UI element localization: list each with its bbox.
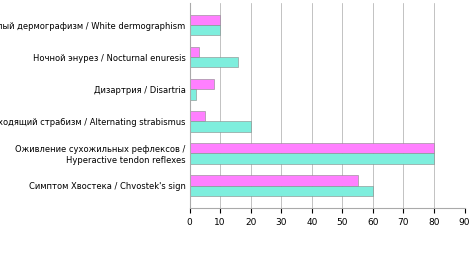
Bar: [190, 79, 214, 89]
Bar: [190, 175, 357, 186]
Bar: [190, 89, 196, 100]
Bar: [190, 47, 199, 57]
Bar: [190, 15, 220, 25]
Bar: [190, 121, 251, 132]
Bar: [190, 186, 373, 196]
Bar: [190, 143, 434, 153]
Bar: [190, 111, 205, 121]
Bar: [190, 57, 238, 67]
Bar: [190, 25, 220, 35]
Bar: [190, 153, 434, 164]
